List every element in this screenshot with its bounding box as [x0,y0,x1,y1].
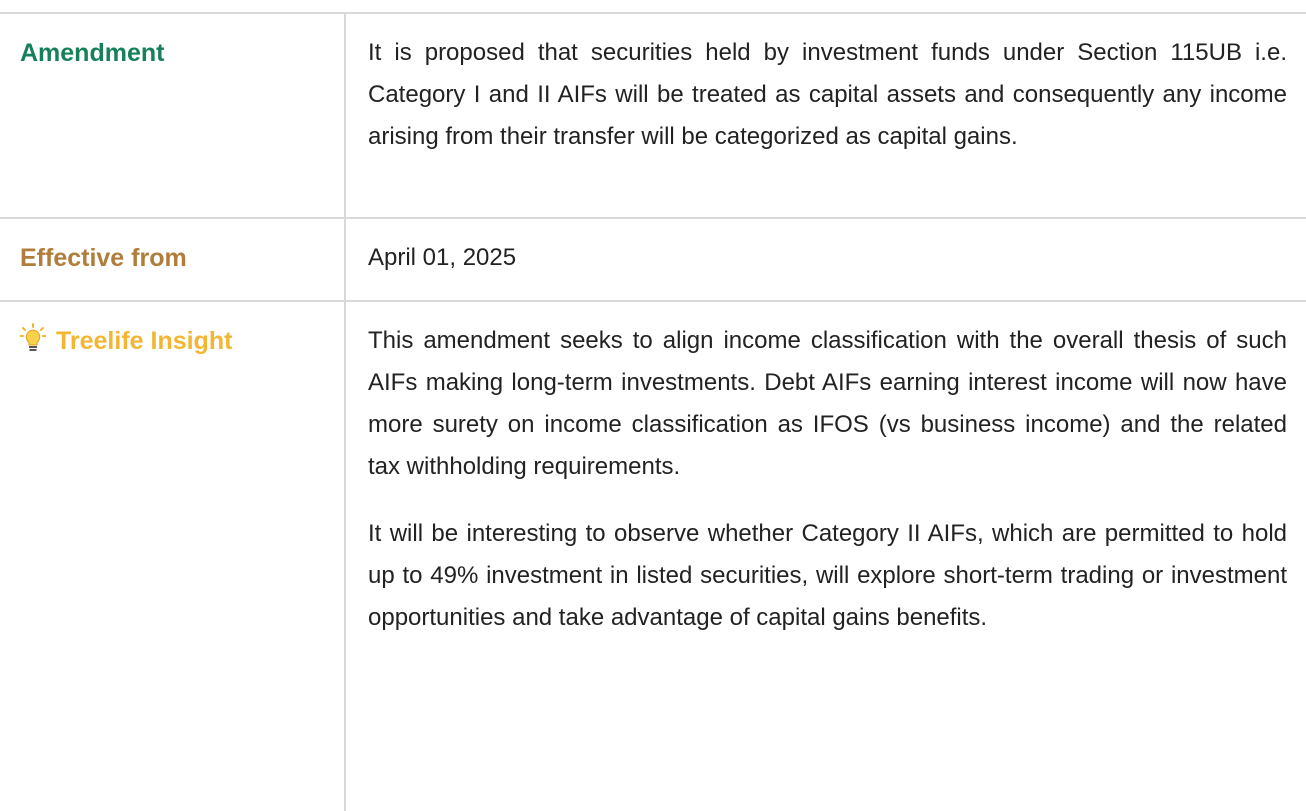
row-label: Treelife Insight [56,327,233,355]
table-row: Treelife Insight This amendment seeks to… [0,300,1306,811]
paragraph: It is proposed that securities held by i… [368,39,1287,150]
row-content: April 01, 2025 [368,237,1287,304]
bulb-icon [20,323,46,351]
row-label-wrap: Treelife Insight [20,320,232,362]
paragraph: April 01, 2025 [368,244,517,271]
column-divider [344,12,346,811]
paragraph: It will be interesting to observe whethe… [368,520,1287,631]
row-label: Effective from [20,244,187,272]
table-row: Effective from April 01, 2025 [0,217,1306,300]
table-row: Amendment It is proposed that securities… [0,12,1306,217]
row-label: Amendment [20,39,165,67]
row-content: This amendment seeks to align income cla… [368,320,1287,664]
paragraph: This amendment seeks to align income cla… [368,327,1287,480]
row-content: It is proposed that securities held by i… [368,32,1287,183]
